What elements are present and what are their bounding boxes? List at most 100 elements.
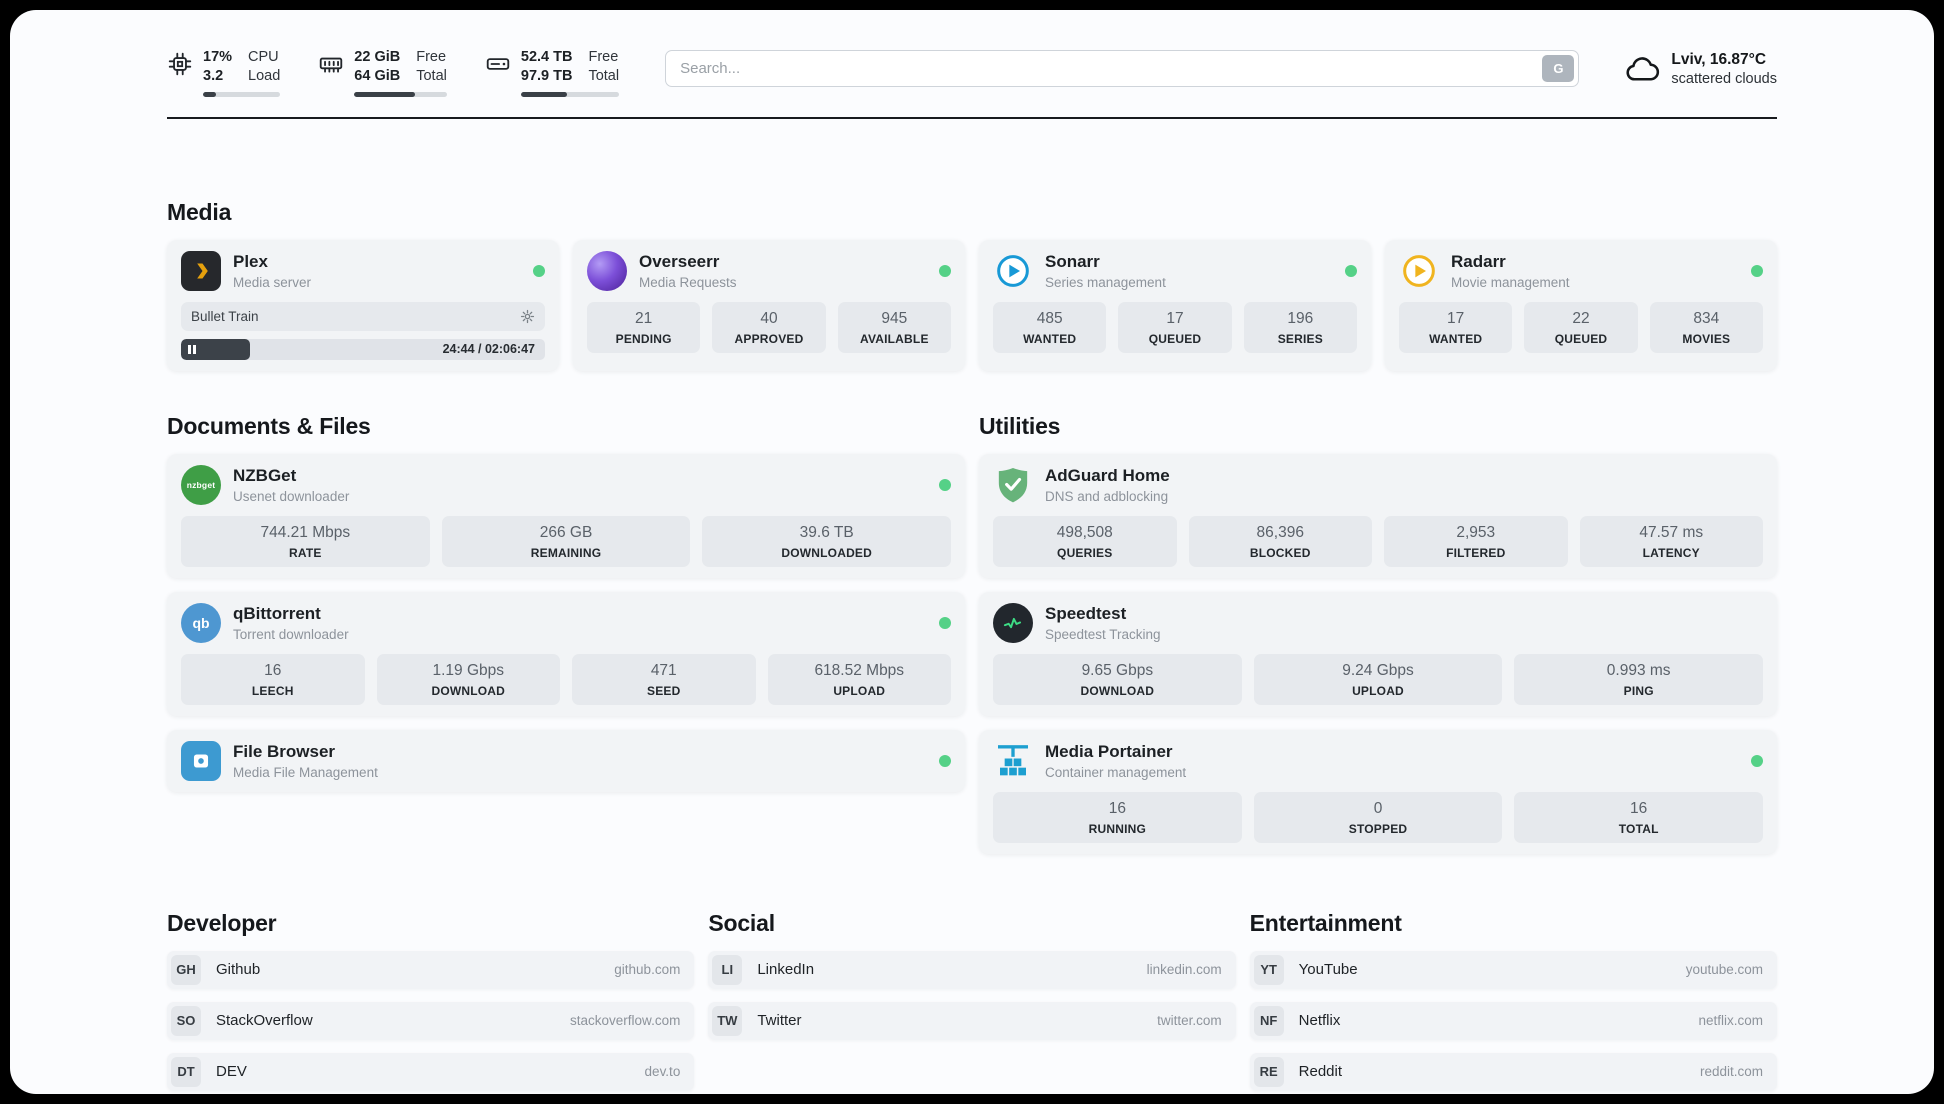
ram-free-value: 22 GiB: [354, 49, 401, 65]
ram-total-label: Total: [416, 67, 447, 84]
bookmark-url: twitter.com: [1157, 1013, 1222, 1029]
stat-box: 196 SERIES: [1243, 301, 1357, 353]
stat-box: 17 WANTED: [1399, 301, 1513, 353]
app-name: AdGuard Home: [1045, 465, 1170, 485]
stat-box: 0.993 ms PING: [1514, 653, 1764, 705]
app-subtitle: Media server: [233, 274, 312, 290]
cloud-icon: [1623, 50, 1661, 88]
status-dot: [939, 754, 951, 767]
portainer-icon: [993, 741, 1033, 781]
stat-box: 17 QUEUED: [1118, 301, 1232, 353]
bookmark-abbr: LI: [712, 954, 743, 985]
stat-box: 21 PENDING: [587, 301, 701, 353]
stat-box: 86,396 BLOCKED: [1188, 515, 1372, 567]
status-dot: [939, 264, 951, 277]
bookmark-reddit[interactable]: RE Reddit reddit.com: [1249, 1052, 1777, 1091]
app-card-filebrowser[interactable]: File Browser Media File Management: [167, 729, 965, 792]
bookmark-twitter[interactable]: TW Twitter twitter.com: [708, 1001, 1236, 1040]
bookmark-abbr: RE: [1253, 1056, 1284, 1087]
app-name: Speedtest: [1045, 603, 1127, 623]
playback-time: 24:44 / 02:06:47: [442, 342, 535, 357]
system-widgets: 17% 3.2 CPU Load: [167, 48, 620, 97]
stat-box: 40 APPROVED: [712, 301, 826, 353]
stat-box: 16 RUNNING: [993, 791, 1242, 843]
top-bar: 17% 3.2 CPU Load: [167, 48, 1777, 97]
filebrowser-icon: [181, 740, 221, 781]
disk-widget: 52.4 TB 97.9 TB Free Total: [485, 48, 620, 97]
app-card-qbittorrent[interactable]: qb qBittorrent Torrent downloader 16: [167, 591, 965, 716]
bookmark-youtube[interactable]: YT YouTube youtube.com: [1249, 950, 1777, 989]
bookmark-github[interactable]: GH Github github.com: [167, 950, 695, 989]
app-subtitle: Media Requests: [639, 274, 737, 290]
status-dot: [939, 478, 951, 491]
status-dot: [1751, 264, 1763, 277]
adguard-icon: [993, 465, 1033, 505]
cpu-load-label: Load: [248, 67, 281, 84]
stat-box: 744.21 Mbps RATE: [181, 515, 430, 567]
app-card-nzbget[interactable]: nzbget NZBGet Usenet downloader 744.21 M…: [167, 453, 965, 578]
now-playing-row: Bullet Train: [181, 301, 545, 331]
gear-icon[interactable]: [520, 309, 535, 324]
section-title-documents: Documents & Files: [167, 412, 371, 439]
app-subtitle: Torrent downloader: [233, 626, 349, 642]
app-card-plex[interactable]: Plex Media server Bullet Train: [167, 239, 559, 371]
weather-widget: Lviv, 16.87°C scattered clouds: [1623, 50, 1777, 88]
app-subtitle: Series management: [1045, 274, 1166, 290]
section-title-entertainment: Entertainment: [1249, 909, 1402, 936]
stat-box: 39.6 TB DOWNLOADED: [702, 515, 952, 567]
app-name: qBittorrent: [233, 603, 321, 623]
app-card-adguard[interactable]: AdGuard Home DNS and adblocking 498,508 …: [979, 453, 1777, 578]
search-bar: G: [665, 50, 1580, 87]
header-divider: [167, 116, 1777, 119]
section-title-social: Social: [708, 909, 775, 936]
bookmark-abbr: TW: [712, 1005, 743, 1036]
search-input[interactable]: [665, 50, 1580, 87]
bookmark-abbr: GH: [171, 954, 201, 985]
ram-free-label: Free: [416, 49, 447, 65]
app-name: Media Portainer: [1045, 741, 1173, 761]
cpu-icon: [167, 51, 193, 77]
playback-progress-bar[interactable]: 24:44 / 02:06:47: [181, 338, 545, 360]
stat-box: 2,953 FILTERED: [1384, 515, 1568, 567]
ram-widget: 22 GiB 64 GiB Free Total: [318, 48, 447, 97]
app-card-overseerr[interactable]: Overseerr Media Requests 21 PENDING 40 A…: [573, 239, 965, 371]
section-title-media: Media: [167, 198, 232, 225]
nzbget-icon: nzbget: [181, 464, 221, 505]
bookmark-netflix[interactable]: NF Netflix netflix.com: [1249, 1001, 1777, 1040]
bookmark-url: dev.to: [644, 1064, 681, 1080]
app-card-sonarr[interactable]: Sonarr Series management 485 WANTED 17 Q…: [979, 239, 1371, 371]
stat-box: 16 TOTAL: [1514, 791, 1764, 843]
app-card-speedtest[interactable]: Speedtest Speedtest Tracking 9.65 Gbps D…: [979, 591, 1777, 716]
stat-box: 22 QUEUED: [1524, 301, 1638, 353]
status-dot: [1751, 754, 1763, 767]
bookmark-url: github.com: [614, 962, 681, 978]
stat-box: 471 SEED: [572, 653, 756, 705]
bookmark-url: netflix.com: [1698, 1013, 1763, 1029]
ram-progress-bar: [354, 91, 447, 97]
app-name: NZBGet: [233, 465, 297, 485]
bookmark-url: reddit.com: [1699, 1064, 1763, 1080]
cpu-progress-bar: [203, 91, 281, 97]
bookmark-abbr: NF: [1253, 1005, 1284, 1036]
bookmark-dev[interactable]: DT DEV dev.to: [167, 1052, 695, 1091]
stat-box: 498,508 QUERIES: [993, 515, 1177, 567]
app-subtitle: DNS and adblocking: [1045, 488, 1169, 504]
status-dot: [533, 264, 545, 277]
bookmark-name: Twitter: [757, 1012, 802, 1030]
bookmark-name: DEV: [216, 1063, 247, 1081]
stat-box: 485 WANTED: [993, 301, 1107, 353]
app-subtitle: Movie management: [1451, 274, 1570, 290]
bookmark-linkedin[interactable]: LI LinkedIn linkedin.com: [708, 950, 1236, 989]
pause-icon[interactable]: [188, 344, 196, 354]
stat-box: 9.24 Gbps UPLOAD: [1253, 653, 1503, 705]
app-card-portainer[interactable]: Media Portainer Container management 16 …: [979, 729, 1777, 854]
bookmark-stackoverflow[interactable]: SO StackOverflow stackoverflow.com: [167, 1001, 695, 1040]
section-title-developer: Developer: [167, 909, 277, 936]
stat-box: 834 MOVIES: [1649, 301, 1763, 353]
stat-box: 1.19 Gbps DOWNLOAD: [376, 653, 560, 705]
ram-total-value: 64 GiB: [354, 67, 401, 84]
app-card-radarr[interactable]: Radarr Movie management 17 WANTED 22 QUE…: [1385, 239, 1777, 371]
search-engine-button[interactable]: G: [1542, 55, 1575, 82]
app-name: Radarr: [1451, 251, 1506, 271]
cpu-label: CPU: [248, 49, 279, 65]
